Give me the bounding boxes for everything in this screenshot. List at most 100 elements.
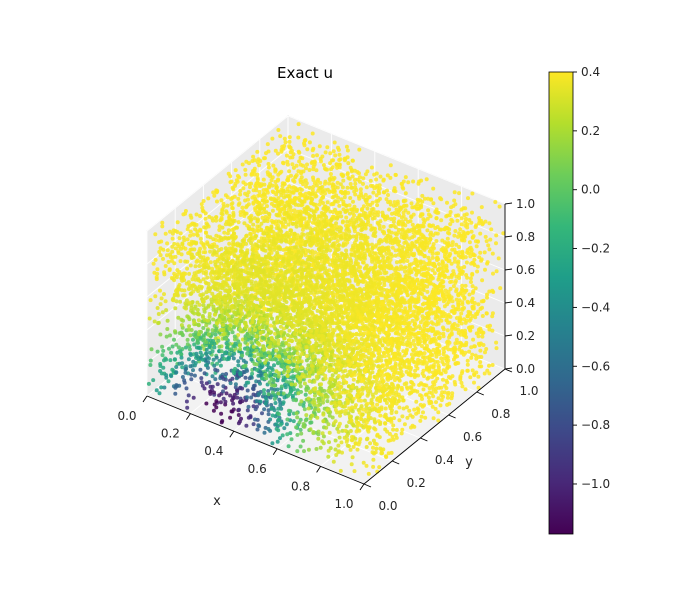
scatter-point [466, 230, 470, 235]
scatter-point [446, 358, 451, 363]
scatter-point [288, 204, 293, 209]
scatter-point [268, 174, 273, 179]
scatter-point [463, 219, 468, 224]
scatter-point [366, 220, 371, 225]
scatter-point [256, 217, 260, 222]
scatter-point [457, 319, 462, 324]
scatter-point [332, 236, 337, 241]
scatter-point [470, 272, 475, 277]
scatter-point [430, 255, 435, 260]
scatter-point [354, 268, 359, 273]
scatter-point [431, 186, 436, 191]
scatter-point [448, 210, 453, 214]
scatter-point [229, 197, 234, 201]
scatter-point [419, 223, 424, 228]
scatter-point [337, 152, 342, 157]
scatter-point [175, 220, 180, 225]
scatter-point [338, 182, 343, 187]
scatter-point [426, 267, 431, 272]
scatter-point [205, 275, 210, 280]
scatter-point [318, 237, 323, 242]
scatter-point [452, 256, 457, 261]
scatter-point [199, 240, 204, 245]
scatter-point [478, 348, 483, 353]
scatter-point [372, 216, 377, 220]
scatter-point [442, 240, 447, 245]
scatter-point [280, 184, 285, 189]
scatter-point [390, 293, 395, 297]
scatter-point [470, 284, 475, 289]
scatter-point [188, 213, 193, 218]
scatter-point [337, 229, 342, 234]
scatter-point [267, 238, 272, 243]
scatter-point [457, 191, 461, 196]
scatter-point [459, 237, 464, 241]
scatter-point [456, 292, 461, 297]
scatter-point [321, 195, 326, 200]
scatter-point [295, 233, 300, 238]
scatter-point [263, 218, 267, 223]
scatter-point [246, 266, 251, 271]
scatter-point [230, 185, 235, 190]
scatter-point [270, 189, 275, 194]
scatter-point [268, 196, 273, 201]
scatter-point [301, 179, 306, 184]
scatter-point [322, 218, 327, 223]
scatter-point [439, 197, 444, 202]
scatter-point [367, 195, 372, 199]
scatter-point [454, 337, 459, 342]
scatter-point [297, 159, 302, 164]
scatter-point [383, 214, 388, 219]
scatter-point [464, 260, 469, 265]
scatter-point [449, 217, 454, 222]
scatter-point [251, 154, 256, 159]
scatter-point [351, 225, 356, 229]
scatter-point [255, 177, 260, 182]
scatter-point [340, 185, 345, 190]
scatter-point [374, 193, 379, 198]
scatter-point [485, 295, 489, 300]
scatter-point [381, 177, 386, 182]
scatter-point [494, 340, 499, 345]
scatter-point [209, 275, 214, 280]
scatter-point [396, 384, 401, 389]
scatter-point [469, 229, 474, 234]
scatter-point [336, 263, 341, 268]
scatter-point [351, 245, 355, 250]
scatter-point [361, 260, 365, 265]
scatter-point [307, 168, 312, 172]
scatter-point [276, 233, 281, 238]
scatter-point [401, 198, 406, 203]
scatter-point [328, 172, 333, 176]
scatter-point [459, 289, 464, 294]
scatter-point [388, 234, 393, 239]
scatter-point [360, 207, 365, 211]
scatter-point [450, 243, 455, 248]
scatter-point [463, 216, 468, 221]
scatter-point [425, 343, 429, 348]
scatter-point [297, 217, 302, 222]
scatter-point [400, 228, 404, 232]
scatter-point [384, 236, 389, 240]
scatter-point [266, 162, 271, 166]
scatter-point [347, 176, 352, 181]
scatter-point [422, 340, 427, 345]
scatter-point [283, 140, 288, 145]
scatter-point [227, 241, 232, 246]
scatter-point [465, 275, 470, 280]
scatter-point [453, 347, 458, 352]
scatter-point [258, 239, 263, 244]
scatter-point [211, 304, 216, 309]
scatter-point [270, 136, 275, 141]
scatter-point [255, 149, 260, 154]
scatter-point [422, 196, 427, 201]
scatter-point [214, 244, 219, 249]
scatter-point [475, 264, 480, 269]
scatter-point [425, 228, 430, 233]
scatter-point [294, 163, 299, 168]
scatter-point [341, 219, 345, 224]
scatter-point [469, 220, 474, 225]
scatter-point [351, 234, 356, 239]
scatter-point [349, 169, 354, 174]
scatter-point [276, 219, 281, 224]
